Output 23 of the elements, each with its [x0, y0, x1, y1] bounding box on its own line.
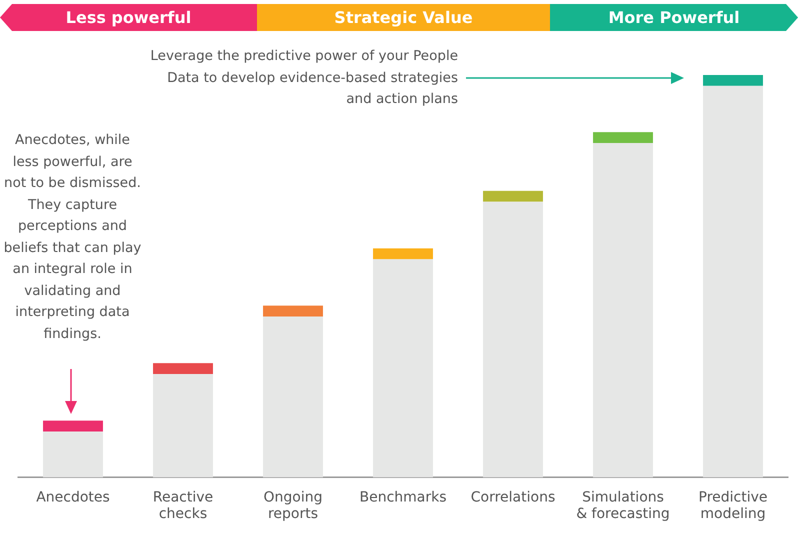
bar [703, 86, 763, 478]
bar [593, 143, 653, 478]
bar [593, 132, 653, 144]
bar [43, 420, 103, 432]
x-tick-label: Reactive checks [152, 489, 214, 522]
text: Anecdotes, while less powerful, are not to be dismissed. They capture perceptions and beliefs that can play an integral role in validating and interpreting data findings. [4, 132, 142, 342]
x-tick-label: Anecdotes [36, 489, 110, 506]
bar [263, 306, 323, 316]
bar [483, 202, 543, 478]
x-tick-label: Ongoing reports [264, 489, 322, 522]
bar [373, 259, 433, 478]
bar [153, 363, 213, 374]
bar [153, 374, 213, 478]
annotation: Leverage the predictive power of your People Data to develop evidence-based strategies and action plans [149, 47, 458, 109]
x-tick-label: Benchmarks [359, 489, 447, 506]
bar [373, 248, 433, 260]
x-tick-label: Simulations & forecasting [576, 489, 670, 522]
x-tick-label: Predictive modeling [698, 489, 768, 522]
x-tick-label: Correlations [470, 489, 556, 506]
bar [703, 75, 763, 86]
bar [263, 316, 323, 478]
bar [483, 190, 543, 202]
bar [43, 432, 103, 478]
